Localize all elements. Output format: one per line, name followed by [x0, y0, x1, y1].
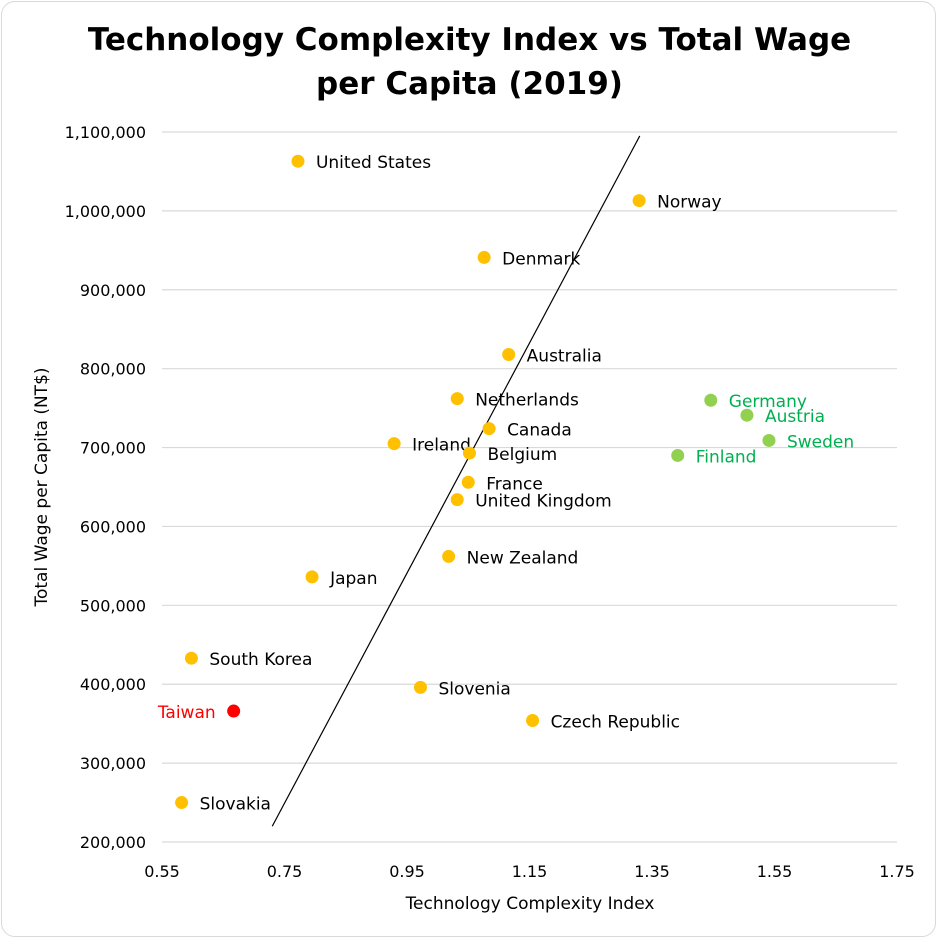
- data-label-japan: Japan: [329, 569, 377, 589]
- data-label-australia: Australia: [527, 346, 602, 366]
- data-point-germany: [704, 393, 718, 407]
- data-point-australia: [502, 347, 516, 361]
- data-point-united-kingdom: [450, 493, 464, 507]
- data-point-south-korea: [184, 651, 198, 665]
- y-axis-ticks: 200,000 300,000 400,000 500,000 600,000 700,0…: [65, 123, 146, 852]
- y-tick-label: 800,000: [80, 360, 146, 379]
- data-label-canada: Canada: [507, 421, 572, 441]
- data-label-france: France: [486, 474, 543, 494]
- x-tick-label: 0.55: [144, 862, 180, 881]
- x-axis-label: Technology Complexity Index: [405, 894, 655, 914]
- data-point-new-zealand: [442, 549, 456, 563]
- y-tick-label: 300,000: [80, 754, 146, 773]
- trendline: [271, 135, 641, 827]
- chart-title-line-1: Technology Complexity Index vs Total Wag…: [87, 22, 852, 58]
- y-tick-label: 1,100,000: [65, 123, 146, 142]
- data-label-netherlands: Netherlands: [475, 391, 579, 411]
- data-points: United States Norway Denmark Australia Nethe…: [157, 153, 854, 814]
- y-tick-label: 400,000: [80, 675, 146, 694]
- data-label-belgium: Belgium: [487, 445, 557, 465]
- gridlines: [162, 131, 897, 843]
- data-point-austria: [740, 408, 754, 422]
- data-label-slovakia: Slovakia: [200, 795, 271, 815]
- x-tick-label: 1.55: [757, 862, 793, 881]
- data-point-france: [461, 475, 475, 489]
- chart-title-line-2: per Capita (2019): [316, 66, 623, 102]
- data-label-south-korea: South Korea: [209, 650, 312, 670]
- data-label-slovenia: Slovenia: [438, 679, 510, 699]
- y-tick-label: 200,000: [80, 833, 146, 852]
- data-point-taiwan: [227, 704, 241, 718]
- y-tick-label: 700,000: [80, 439, 146, 458]
- data-point-finland: [671, 448, 685, 462]
- data-label-denmark: Denmark: [502, 249, 580, 269]
- chart-title: Technology Complexity Index vs Total Wag…: [0, 18, 939, 106]
- data-label-united-states: United States: [316, 153, 431, 173]
- data-label-norway: Norway: [657, 193, 722, 213]
- data-point-slovakia: [175, 796, 189, 810]
- y-tick-label: 600,000: [80, 517, 146, 536]
- data-label-austria: Austria: [765, 407, 825, 427]
- x-tick-label: 1.15: [512, 862, 548, 881]
- data-label-germany: Germany: [729, 392, 807, 412]
- data-label-united-kingdom: United Kingdom: [475, 492, 611, 512]
- y-tick-label: 900,000: [80, 281, 146, 300]
- data-label-new-zealand: New Zealand: [467, 548, 579, 568]
- data-point-slovenia: [413, 680, 427, 694]
- data-label-sweden: Sweden: [787, 432, 854, 452]
- y-tick-label: 1,000,000: [65, 202, 146, 221]
- data-point-belgium: [462, 446, 476, 460]
- x-axis-ticks: 0.55 0.75 0.95 1.15 1.35 1.55 1.75: [144, 862, 915, 881]
- data-label-czech-republic: Czech Republic: [551, 713, 680, 733]
- data-point-japan: [305, 570, 319, 584]
- data-point-ireland: [387, 437, 401, 451]
- data-point-norway: [632, 194, 646, 208]
- data-label-finland: Finland: [696, 447, 757, 467]
- x-tick-label: 0.95: [389, 862, 425, 881]
- data-point-canada: [482, 422, 496, 436]
- data-label-taiwan: Taiwan: [157, 703, 216, 723]
- data-point-denmark: [477, 250, 491, 264]
- y-axis-label: Total Wage per Capita (NT$): [32, 367, 52, 607]
- data-point-netherlands: [450, 392, 464, 406]
- data-point-czech-republic: [526, 714, 540, 728]
- data-point-united-states: [291, 154, 305, 168]
- x-tick-label: 0.75: [267, 862, 303, 881]
- data-point-sweden: [762, 433, 776, 447]
- y-tick-label: 500,000: [80, 596, 146, 615]
- data-label-ireland: Ireland: [412, 436, 471, 456]
- x-tick-label: 1.35: [634, 862, 670, 881]
- x-tick-label: 1.75: [879, 862, 915, 881]
